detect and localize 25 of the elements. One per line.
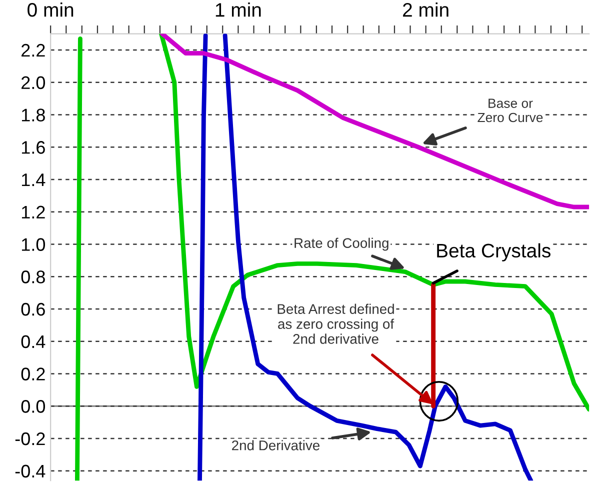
y-tick-label: 2.2 (22, 44, 45, 57)
line-series (160, 34, 590, 210)
y-tick-label: 1.2 (22, 206, 45, 218)
line-series (198, 34, 208, 481)
annotation: Beta Arrest defined as zero crossing of 2nd derivative (278, 304, 394, 344)
annotation: Rate of Cooling (294, 238, 388, 251)
x-tick-label: 2 min (403, 2, 448, 17)
annotation: 2nd Derivative (232, 440, 320, 450)
y-tick-label: 1.0 (22, 238, 46, 251)
y-tick-label: 0.0 (21, 400, 46, 413)
x-tick-label: 0 min (28, 2, 74, 17)
x-tick-label: 1 min (216, 2, 261, 17)
y-tick-label: 1.6 (22, 141, 45, 154)
y-tick-label: 0.2 (21, 368, 45, 380)
y-tick-label: 0.4 (21, 335, 46, 348)
y-tick-label: -0.4 (15, 464, 46, 478)
y-tick-label: -0.2 (15, 432, 45, 446)
y-tick-label: 0.6 (21, 302, 45, 316)
y-tick-label: 1.8 (22, 108, 45, 122)
line-series (159, 34, 590, 412)
y-tick-label: 0.8 (21, 270, 45, 284)
y-tick-label: 1.4 (22, 174, 46, 186)
y-tick-label: 2.0 (22, 76, 46, 90)
annotation: Beta Crystals (437, 243, 550, 262)
annotation: Base or Zero Curve (478, 98, 543, 122)
